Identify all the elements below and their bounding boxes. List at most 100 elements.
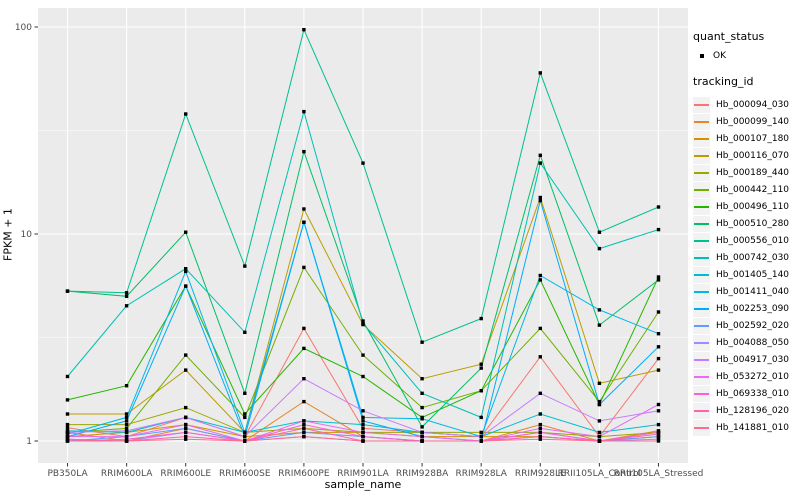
legend-item-label: Hb_001411_040 [716,286,790,297]
data-point [420,425,424,429]
legend-item-Hb_001405_140: Hb_001405_140 [693,266,800,283]
legend-key-icon [693,351,710,368]
data-point [124,415,129,420]
y-tick-label: 10 [21,230,33,240]
legend-item-label: Hb_000742_030 [716,252,790,263]
data-point [302,265,306,270]
data-point [361,321,365,326]
data-point [184,230,188,234]
data-point [243,430,247,435]
data-point [597,399,602,404]
x-tick-label: RRIM600LA [101,469,153,479]
data-point [184,284,188,288]
data-point [302,346,306,351]
data-point [243,264,247,268]
legend-item-label: Hb_000099_140 [716,116,790,127]
data-point [124,437,129,441]
data-point [65,437,70,441]
data-point [243,434,247,439]
data-point [184,267,188,271]
data-point [420,417,424,421]
data-point [656,205,661,209]
data-point [361,426,365,431]
legend-item-Hb_141881_010: Hb_141881_010 [693,419,800,436]
legend-quant-status-title: quant_status [693,30,765,43]
x-tick-label: RRIM901LA [337,469,389,479]
data-point [538,71,542,75]
legend-item-label: Hb_069338_010 [716,388,790,399]
x-axis-title: sample_name [324,478,402,491]
legend-key-icon [693,402,710,419]
x-tick-label: RRIM600SE [219,469,271,479]
x-tick-label: RRII105LA_Stressed [614,469,704,479]
legend-item-label: Hb_000189_440 [716,167,790,178]
data-point [184,353,188,357]
data-point [302,326,306,331]
legend-quant-status-item: OK [693,51,800,61]
data-point [656,439,661,443]
legend-key-icon [693,317,710,334]
legend-item-Hb_069338_010: Hb_069338_010 [693,385,800,402]
legend-item-label: Hb_001405_140 [716,269,790,280]
x-tick-label: RRIM600LE [160,469,211,479]
data-point [597,230,602,234]
legend-key-icon [693,130,710,147]
y-tick-label: 100 [15,23,32,33]
data-point [124,439,129,443]
legend-item-Hb_001411_040: Hb_001411_040 [693,283,800,300]
data-point [243,439,247,443]
legend-tracking-id-title: tracking_id [693,75,754,88]
legend-key-icon [693,113,710,130]
data-point [656,310,661,314]
data-point [124,419,129,423]
data-point [302,377,306,381]
data-point [538,278,542,282]
data-point [65,422,70,427]
data-point [184,434,188,439]
data-point [597,402,602,407]
data-point [479,362,483,366]
data-point [302,109,306,114]
data-point [302,422,306,427]
legend-item-label: Hb_002253_090 [716,303,790,314]
legend-key-icon [693,419,710,436]
legend-item-label: Hb_004917_030 [716,354,790,365]
legend-entries: Hb_000094_030 Hb_000099_140 Hb_000107_180 H… [693,96,800,436]
data-point [538,426,542,431]
data-point [243,330,247,334]
data-point [65,412,70,416]
data-point [184,426,188,431]
data-point [361,430,365,435]
legend-key-icon [693,215,710,232]
data-point [538,153,542,157]
data-point [538,273,542,278]
x-tick-label: PB350LA [47,469,88,479]
legend-item-label: Hb_000107_180 [716,133,790,144]
data-point [656,437,661,441]
data-point [302,426,306,431]
legend-key-icon [693,300,710,317]
legend-item-label: Hb_000116_070 [716,150,790,161]
data-point [479,430,483,435]
data-point [302,419,306,423]
data-point [302,28,306,32]
legend-key-icon [693,198,710,215]
data-point [184,269,188,274]
data-point [656,368,661,372]
data-point [124,426,129,431]
data-point [597,439,602,443]
data-point [420,377,424,381]
data-point [538,412,542,416]
data-point [597,308,602,312]
data-point [420,405,424,410]
y-axis-title: FPKM + 1 [1,208,15,261]
data-point [656,345,661,349]
data-point [597,430,602,435]
data-point [243,412,247,416]
data-point [656,432,661,436]
legend-item-Hb_002253_090: Hb_002253_090 [693,300,800,317]
legend-item-Hb_000556_010: Hb_000556_010 [693,232,800,249]
data-point [243,391,247,395]
legend: quant_status OK tracking_id Hb_000094_03… [693,30,800,436]
data-point [65,374,70,379]
